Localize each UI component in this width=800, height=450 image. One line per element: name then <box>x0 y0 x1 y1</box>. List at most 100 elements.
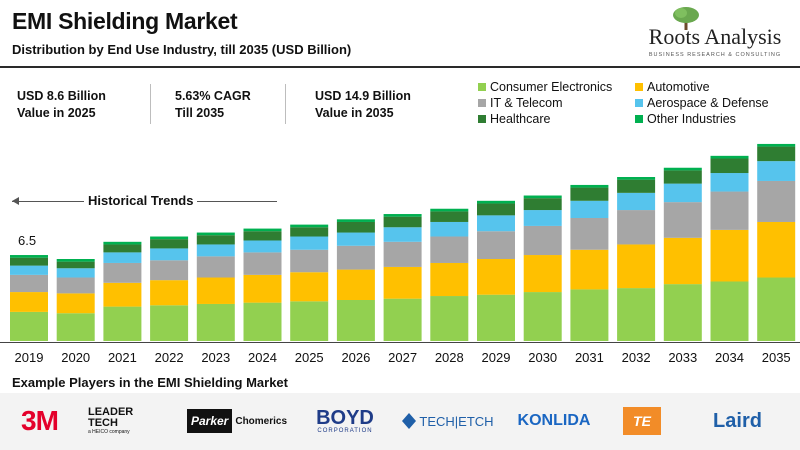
bar-segment-2027-2 <box>383 266 422 299</box>
bar-segment-2022-6 <box>150 236 189 240</box>
bar-segment-2029-4 <box>477 215 515 232</box>
bar-segment-2025-1 <box>290 301 329 341</box>
bar-segment-2032-3 <box>617 210 656 245</box>
logo-leader-tech: LEADER TECH a HEICO company <box>88 404 160 438</box>
bar-segment-2026-3 <box>336 245 375 270</box>
bar-segment-2024-6 <box>243 228 282 232</box>
bar-segment-2034-1 <box>710 281 749 341</box>
bar-segment-2028-3 <box>430 236 469 263</box>
bar-segment-2023-6 <box>196 232 235 236</box>
bar-segment-2022-4 <box>150 248 189 261</box>
brand-tagline: BUSINESS RESEARCH & CONSULTING <box>648 52 782 58</box>
bar-segment-2029-3 <box>477 231 515 259</box>
header-divider <box>0 66 800 68</box>
x-tick-label: 2026 <box>341 350 370 365</box>
logo-laird: Laird <box>690 404 785 438</box>
bar-segment-2026-5 <box>336 221 375 233</box>
stat-line: USD 14.9 Billion <box>315 89 411 103</box>
logo-konlida: KONLIDA <box>513 404 595 438</box>
x-tick-label: 2028 <box>435 350 464 365</box>
brand-name: Roots Analysis <box>648 24 782 49</box>
bar-segment-2028-4 <box>430 221 469 237</box>
legend-item: IT & Telecom <box>478 96 563 110</box>
bar-segment-2019-1 <box>10 311 48 341</box>
bar-segment-2020-2 <box>56 293 95 314</box>
logo-leader-line1: LEADER <box>88 405 134 418</box>
logo-boyd-sub: CORPORATION <box>317 428 373 434</box>
bar-segment-2034-3 <box>710 191 749 230</box>
x-tick-label: 2023 <box>201 350 230 365</box>
bar-segment-2025-2 <box>290 272 329 302</box>
bar-segment-2030-5 <box>523 198 562 211</box>
stat-value-2025: USD 8.6 Billion Value in 2025 <box>17 88 106 122</box>
diamond-icon <box>402 413 417 429</box>
stat-divider <box>285 84 286 124</box>
players-band <box>0 393 800 450</box>
bar-segment-2023-2 <box>196 277 235 304</box>
bar-segment-2035-2 <box>757 221 796 278</box>
bar-segment-2026-4 <box>336 232 375 246</box>
bar-segment-2029-2 <box>477 259 515 295</box>
bar-segment-2030-6 <box>523 195 562 199</box>
bar-segment-2028-5 <box>430 211 469 222</box>
logo-techetch-text: TECH|ETCH <box>419 413 494 429</box>
bar-segment-2027-3 <box>383 241 422 267</box>
bar-segment-2030-2 <box>523 255 562 293</box>
x-tick-label: 2021 <box>108 350 137 365</box>
bar-segment-2032-4 <box>617 192 656 211</box>
stat-line: Value in 2025 <box>17 106 96 120</box>
bar-segment-2025-3 <box>290 249 329 273</box>
logo-te-connectivity: TE <box>617 404 667 438</box>
bar-segment-2020-3 <box>56 277 95 294</box>
bar-segment-2033-5 <box>663 170 702 184</box>
bar-segment-2022-1 <box>150 305 189 341</box>
bar-segment-2025-6 <box>290 224 329 228</box>
bar-segment-2026-2 <box>336 269 375 300</box>
x-tick-label: 2035 <box>762 350 791 365</box>
legend-item: Aerospace & Defense <box>635 96 769 110</box>
bar-segment-2024-4 <box>243 240 282 253</box>
bar-segment-2033-6 <box>663 167 702 171</box>
bar-segment-2020-5 <box>56 261 95 269</box>
tree-icon <box>673 7 699 30</box>
page-title: EMI Shielding Market <box>12 8 238 34</box>
logo-parker-chomerics: Parker Chomerics <box>186 404 288 438</box>
stat-cagr: 5.63% CAGR Till 2035 <box>175 88 251 122</box>
bar-segment-2025-5 <box>290 227 329 237</box>
bar-segment-2023-3 <box>196 256 235 278</box>
bar-segment-2022-2 <box>150 280 189 306</box>
x-tick-label: 2031 <box>575 350 604 365</box>
logo-leader-line2: TECH <box>88 416 118 429</box>
bar-segment-2019-4 <box>10 265 48 275</box>
bar-segment-2035-6 <box>757 143 796 147</box>
historical-trends-label: Historical Trends <box>84 193 198 208</box>
x-tick-label: 2033 <box>668 350 697 365</box>
bar-segment-2024-5 <box>243 231 282 241</box>
bar-segment-2030-4 <box>523 210 562 226</box>
legend-swatch <box>478 99 486 107</box>
legend-label: IT & Telecom <box>490 96 563 110</box>
x-tick-label: 2029 <box>482 350 511 365</box>
logo-chomerics-text: Chomerics <box>235 415 288 427</box>
bar-segment-2026-6 <box>336 219 375 222</box>
stat-line: Till 2035 <box>175 106 225 120</box>
bar-segment-2021-3 <box>103 262 142 283</box>
legend-item: Other Industries <box>635 112 736 126</box>
legend-swatch <box>478 83 486 91</box>
stat-line: Value in 2035 <box>315 106 394 120</box>
bar-segment-2025-4 <box>290 236 329 250</box>
bar-segment-2031-3 <box>570 218 609 250</box>
legend-swatch <box>635 83 643 91</box>
bar-segment-2030-1 <box>523 292 562 341</box>
bar-segment-2020-4 <box>56 268 95 278</box>
bar-segment-2029-6 <box>477 200 515 204</box>
bar-segment-2021-6 <box>103 241 142 245</box>
legend-label: Healthcare <box>490 112 551 126</box>
stat-value-2035: USD 14.9 Billion Value in 2035 <box>315 88 411 122</box>
logo-leader-line3: a HEICO company <box>88 428 130 435</box>
bar-segment-2028-2 <box>430 262 469 297</box>
logo-3m-text: 3M <box>21 405 59 436</box>
bar-segment-2023-5 <box>196 235 235 245</box>
logo-te-text: TE <box>623 407 661 435</box>
bar-segment-2032-5 <box>617 179 656 193</box>
